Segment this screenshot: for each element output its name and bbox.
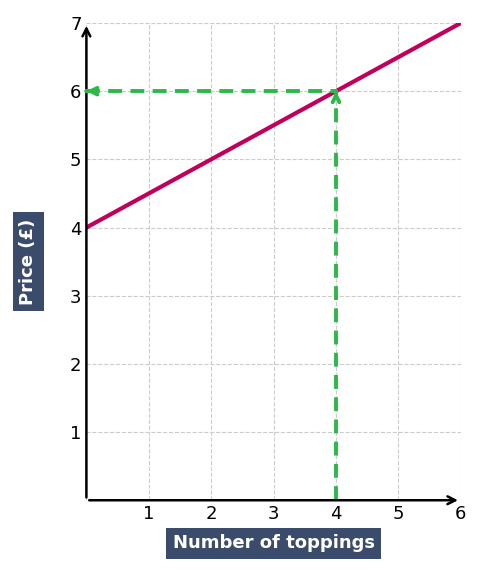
Text: Number of toppings: Number of toppings bbox=[173, 534, 374, 552]
Text: Price (£): Price (£) bbox=[19, 218, 37, 305]
